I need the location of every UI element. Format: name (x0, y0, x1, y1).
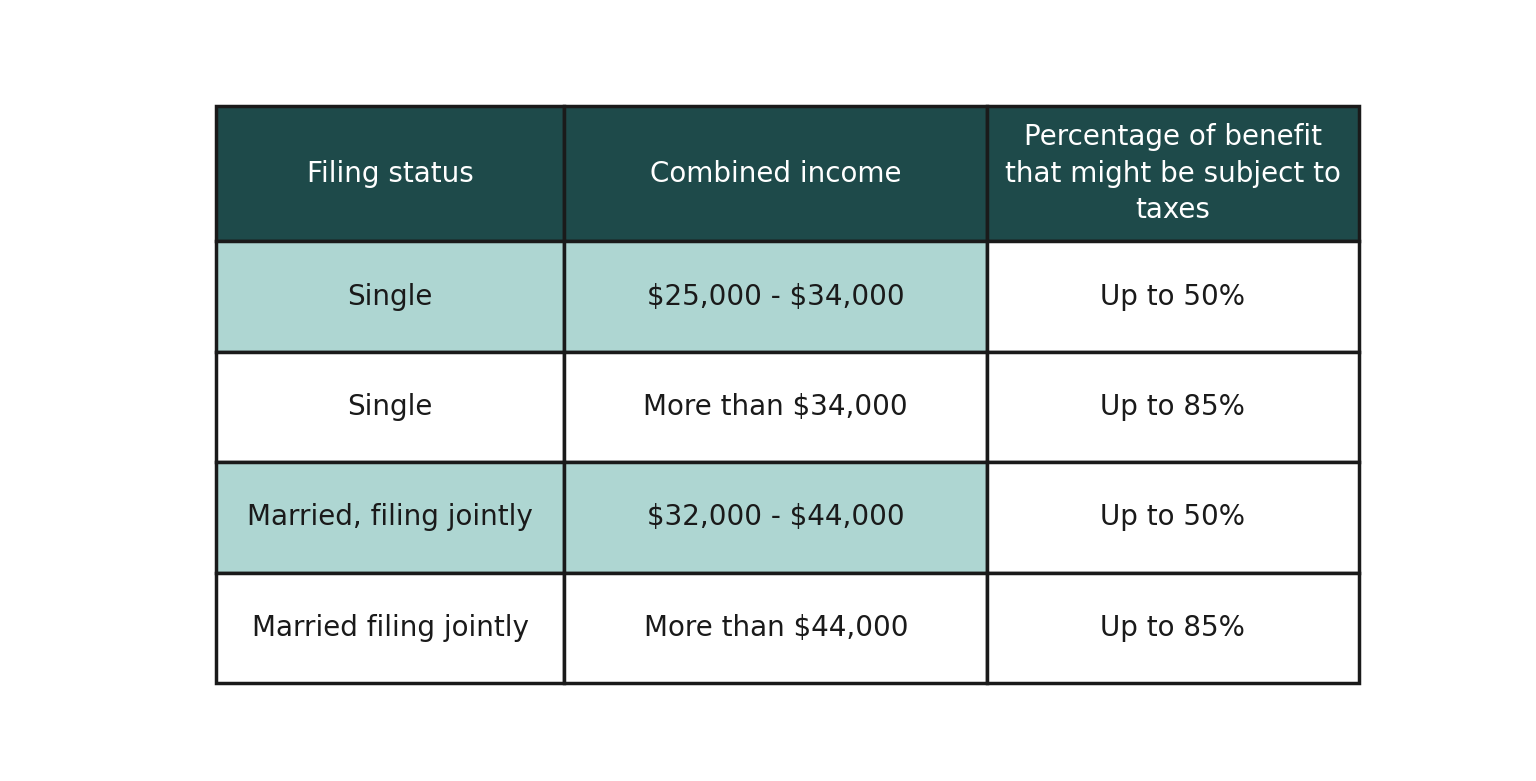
Bar (215, 351, 564, 462)
Text: Single: Single (347, 393, 433, 421)
Text: More than \$44,000: More than \$44,000 (644, 614, 908, 642)
Text: \$32,000 - \$44,000: \$32,000 - \$44,000 (647, 504, 905, 531)
Bar (564, 351, 988, 462)
Text: Up to 85%: Up to 85% (1100, 614, 1246, 642)
Text: Up to 50%: Up to 50% (1100, 504, 1246, 531)
Text: Up to 50%: Up to 50% (1100, 283, 1246, 311)
Bar (564, 105, 988, 241)
Bar (215, 572, 564, 683)
Text: Combined income: Combined income (650, 159, 902, 187)
Bar (988, 351, 1359, 462)
Bar (564, 572, 988, 683)
Bar (988, 241, 1359, 351)
Bar (215, 462, 564, 572)
Bar (564, 241, 988, 351)
Bar (564, 462, 988, 572)
Bar (215, 241, 564, 351)
Text: Single: Single (347, 283, 433, 311)
Text: More than \$34,000: More than \$34,000 (644, 393, 908, 421)
Text: \$25,000 - \$34,000: \$25,000 - \$34,000 (647, 283, 905, 311)
Bar (988, 462, 1359, 572)
Text: Filing status: Filing status (307, 159, 473, 187)
Bar (988, 572, 1359, 683)
Text: Married filing jointly: Married filing jointly (252, 614, 528, 642)
Text: Percentage of benefit
that might be subject to
taxes: Percentage of benefit that might be subj… (1005, 123, 1341, 224)
Bar (215, 105, 564, 241)
Text: Married, filing jointly: Married, filing jointly (247, 504, 533, 531)
Bar (988, 105, 1359, 241)
Text: Up to 85%: Up to 85% (1100, 393, 1246, 421)
